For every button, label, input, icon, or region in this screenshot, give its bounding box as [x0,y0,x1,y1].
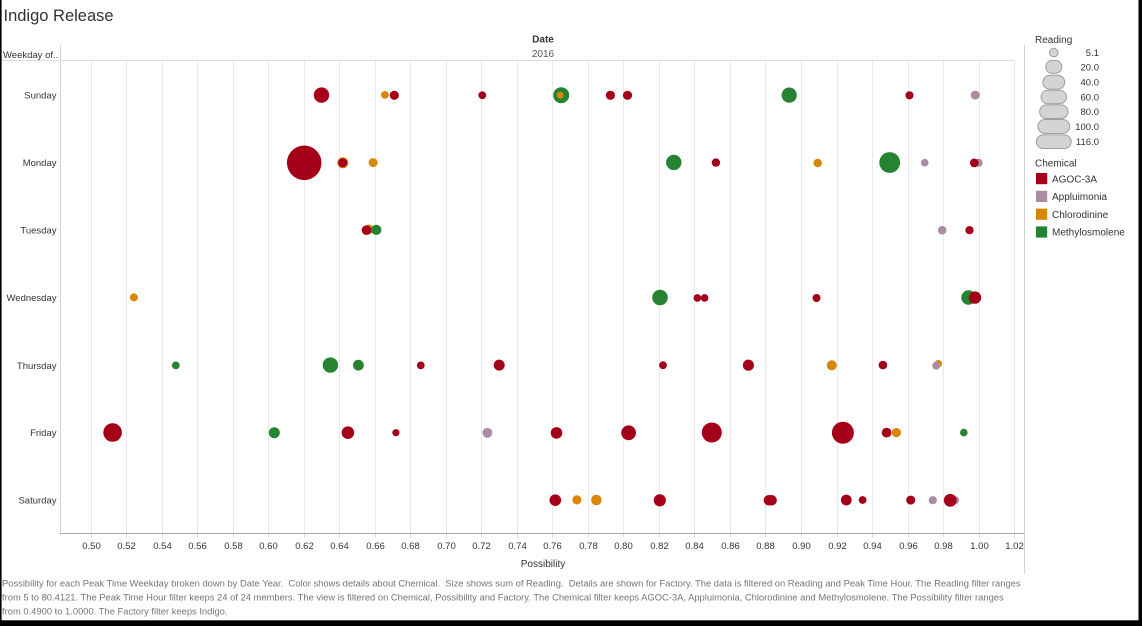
svg-text:Date: Date [532,35,554,46]
svg-text:0.82: 0.82 [650,541,669,552]
svg-text:100.0: 100.0 [1075,122,1099,133]
svg-text:from 5 to 80.4121. The Peak Ti: from 5 to 80.4121. The Peak Time Hour fi… [2,592,1004,603]
svg-text:116.0: 116.0 [1076,137,1099,148]
svg-text:0.84: 0.84 [685,541,704,552]
svg-text:60.0: 60.0 [1081,93,1100,104]
svg-text:Sunday: Sunday [24,91,56,102]
svg-text:20.0: 20.0 [1081,62,1100,73]
svg-text:0.90: 0.90 [792,541,811,552]
svg-text:Saturday: Saturday [18,496,56,507]
svg-text:0.98: 0.98 [934,541,953,552]
svg-text:0.72: 0.72 [472,541,491,552]
svg-text:0.74: 0.74 [508,541,527,552]
svg-text:Tuesday: Tuesday [20,226,56,237]
svg-text:0.56: 0.56 [188,541,207,552]
svg-text:0.68: 0.68 [401,541,420,552]
svg-text:0.94: 0.94 [863,541,882,552]
svg-text:0.96: 0.96 [899,541,918,552]
svg-text:0.60: 0.60 [259,541,278,552]
svg-text:Wednesday: Wednesday [7,293,57,304]
svg-text:from 0.4900 to 1.0000. The Fac: from 0.4900 to 1.0000. The Factory filte… [2,606,227,617]
svg-text:Reading: Reading [1035,35,1072,46]
svg-text:0.78: 0.78 [579,541,598,552]
svg-text:Appluimonia: Appluimonia [1052,192,1107,203]
svg-text:40.0: 40.0 [1081,78,1100,89]
svg-text:0.88: 0.88 [756,541,775,552]
svg-text:1.02: 1.02 [1005,541,1024,552]
svg-text:Chemical: Chemical [1035,159,1077,170]
svg-text:0.80: 0.80 [614,541,633,552]
svg-text:Chlorodinine: Chlorodinine [1052,210,1109,221]
svg-text:0.58: 0.58 [224,541,243,552]
svg-text:AGOC-3A: AGOC-3A [1052,174,1097,185]
svg-text:0.64: 0.64 [330,541,349,552]
svg-text:1.00: 1.00 [970,541,989,552]
svg-text:0.76: 0.76 [543,541,562,552]
svg-text:0.92: 0.92 [828,541,847,552]
svg-text:5.1: 5.1 [1086,48,1099,59]
svg-text:Methylosmolene: Methylosmolene [1052,228,1125,239]
svg-text:0.52: 0.52 [117,541,136,552]
svg-text:0.62: 0.62 [295,541,314,552]
svg-text:Friday: Friday [30,428,57,439]
svg-text:0.70: 0.70 [437,541,456,552]
svg-text:Monday: Monday [23,158,57,169]
svg-text:0.66: 0.66 [366,541,385,552]
svg-text:Indigo Release: Indigo Release [4,7,114,25]
svg-text:Thursday: Thursday [17,361,57,372]
svg-text:0.50: 0.50 [82,541,101,552]
svg-text:0.54: 0.54 [153,541,172,552]
svg-text:2016: 2016 [532,49,555,60]
svg-text:Possibility: Possibility [521,559,565,570]
svg-text:80.0: 80.0 [1081,107,1100,118]
svg-text:Possibility for each Peak Time: Possibility for each Peak Time Weekday b… [2,578,1021,589]
svg-text:Weekday of..: Weekday of.. [3,50,58,61]
svg-text:0.86: 0.86 [721,541,740,552]
